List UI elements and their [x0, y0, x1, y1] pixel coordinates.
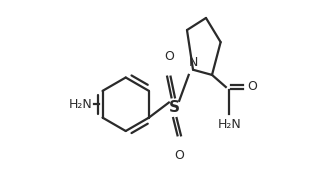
Text: H₂N: H₂N	[217, 118, 241, 131]
Text: O: O	[247, 81, 257, 93]
Text: S: S	[169, 100, 179, 115]
Text: N: N	[188, 56, 198, 69]
Text: H₂N: H₂N	[69, 98, 93, 111]
Text: O: O	[164, 50, 174, 63]
Text: O: O	[174, 149, 184, 162]
